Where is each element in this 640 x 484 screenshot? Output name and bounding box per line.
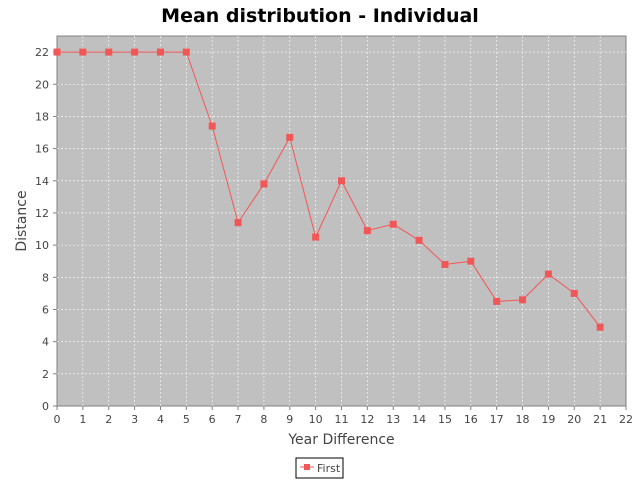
- x-tick-label: 11: [335, 413, 349, 426]
- data-point: [182, 48, 190, 56]
- data-point: [286, 133, 294, 141]
- data-point: [105, 48, 113, 56]
- legend-marker: [304, 464, 310, 470]
- data-point: [389, 220, 397, 228]
- x-tick-label: 2: [105, 413, 112, 426]
- x-tick-label: 9: [286, 413, 293, 426]
- data-point: [544, 270, 552, 278]
- x-tick-label: 17: [490, 413, 504, 426]
- legend-box: [295, 457, 344, 479]
- legend: First: [295, 457, 344, 479]
- y-tick-label: 18: [35, 110, 49, 123]
- x-tick-label: 19: [541, 413, 555, 426]
- y-tick-label: 2: [42, 368, 49, 381]
- x-tick-label: 18: [516, 413, 530, 426]
- data-point: [363, 227, 371, 235]
- y-tick-label: 12: [35, 207, 49, 220]
- x-tick-label: 3: [131, 413, 138, 426]
- data-point: [415, 236, 423, 244]
- data-point: [260, 180, 268, 188]
- x-axis-label: Year Difference: [287, 432, 394, 448]
- x-tick-label: 16: [464, 413, 478, 426]
- x-tick-label: 21: [593, 413, 607, 426]
- x-tick-label: 20: [567, 413, 581, 426]
- data-point: [312, 233, 320, 241]
- data-point: [208, 122, 216, 130]
- data-point: [570, 289, 578, 297]
- series-layer: [53, 48, 604, 331]
- grid-lines: [57, 36, 626, 406]
- axes: 0 1 2 3 4 5 6 7 8 9 10 11 12 13 14 15 16 17 18 19 20 21 220246…: [35, 46, 633, 426]
- x-tick-label: 12: [360, 413, 374, 426]
- y-tick-label: 16: [35, 143, 49, 156]
- data-point: [131, 48, 139, 56]
- y-tick-label: 4: [42, 336, 49, 349]
- y-tick-label: 8: [42, 271, 49, 284]
- data-point: [234, 219, 242, 227]
- data-point: [493, 297, 501, 305]
- x-tick-label: 4: [157, 413, 164, 426]
- x-tick-label: 1: [79, 413, 86, 426]
- y-tick-label: 6: [42, 303, 49, 316]
- data-point: [79, 48, 87, 56]
- y-tick-label: 22: [35, 46, 49, 59]
- x-tick-label: 8: [260, 413, 267, 426]
- series-line-first: [57, 51, 601, 328]
- y-tick-label: 0: [42, 400, 49, 413]
- x-tick-label: 7: [235, 413, 242, 426]
- data-point: [467, 257, 475, 265]
- x-tick-label: 15: [438, 413, 452, 426]
- x-tick-label: 0: [54, 413, 61, 426]
- x-tick-label: 5: [183, 413, 190, 426]
- data-point: [156, 48, 164, 56]
- y-tick-label: 20: [35, 78, 49, 91]
- y-tick-label: 14: [35, 175, 49, 188]
- y-tick-label: 10: [35, 239, 49, 252]
- data-point: [596, 323, 604, 331]
- x-tick-label: 6: [209, 413, 216, 426]
- y-axis-label: Distance: [14, 190, 30, 251]
- data-point: [441, 260, 449, 268]
- data-point: [519, 296, 527, 304]
- legend-label-first: First: [317, 462, 341, 475]
- data-point: [338, 177, 345, 185]
- x-tick-label: 10: [309, 413, 323, 426]
- x-tick-label: 14: [412, 413, 426, 426]
- x-tick-label: 13: [386, 413, 400, 426]
- chart-title: Mean distribution - Individual: [161, 5, 479, 27]
- data-point: [53, 48, 61, 56]
- x-tick-label: 22: [619, 413, 633, 426]
